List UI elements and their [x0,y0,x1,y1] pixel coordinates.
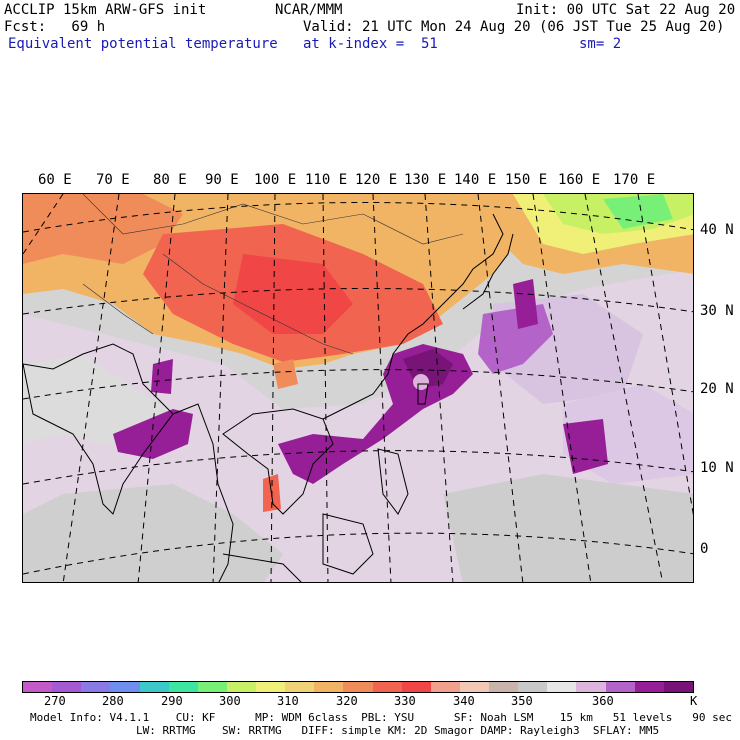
lon-label: 80 E [153,172,187,188]
colorbar-swatch [489,682,519,692]
colorbar-swatch [401,682,431,692]
colorbar-swatch [285,682,315,692]
field-warm-nw [23,194,183,264]
lon-label: 160 E [558,172,601,188]
model-info: Model Info: V4.1.1 CU: KF MP: WDM 6class… [30,711,732,724]
field-se-grey [443,474,693,582]
colorbar-label: 350 [511,694,533,708]
field-south-grey [23,484,283,582]
colorbar-swatch [52,682,82,692]
colorbar-swatch [314,682,344,692]
lon-label: 130 E [404,172,447,188]
colorbar-label: 340 [453,694,475,708]
colorbar-unit: K [690,694,698,708]
lon-label: 70 E [96,172,130,188]
lat-label: 40 N [700,222,734,238]
physics-info: LW: RRTMG SW: RRTMG DIFF: simple KM: 2D … [30,724,660,737]
lon-label: 140 E [454,172,497,188]
colorbar-label: 330 [394,694,416,708]
colorbar-label: 320 [336,694,358,708]
map-field-svg [23,194,693,582]
institution-label: NCAR/MMM [275,2,343,18]
lat-label: 20 N [700,381,734,397]
coastlines [23,213,514,582]
field-india-spot [151,359,173,394]
colorbar-swatch [110,682,140,692]
colorbar-label: 300 [219,694,241,708]
colorbar-swatch [605,682,635,692]
colorbar [22,681,694,693]
colorbar-swatch [518,682,548,692]
colorbar-swatch [372,682,402,692]
forecast-hour: Fcst: 69 h [4,19,106,35]
field-name: Equivalent potential temperature [8,36,278,52]
graticule [23,194,693,582]
map-panel [22,193,694,583]
colorbar-swatch [226,682,256,692]
colorbar-swatch [547,682,577,692]
colorbar-swatch [23,682,53,692]
model-title: ACCLIP 15km ARW-GFS init [4,2,207,18]
lon-label: 100 E [254,172,297,188]
smoothing-label: sm= 2 [579,36,622,52]
colorbar-swatch [168,682,198,692]
lon-label: 120 E [355,172,398,188]
field-wpac-spot-2 [513,279,538,329]
lon-label: 90 E [205,172,239,188]
colorbar-swatch [256,682,286,692]
field-bay-bengal [113,409,193,459]
field-npac-bright [603,194,673,229]
colorbar-label: 280 [102,694,124,708]
colorbar-swatch [197,682,227,692]
colorbar-label: 290 [161,694,183,708]
colorbar-swatch [430,682,460,692]
colorbar-swatch [459,682,489,692]
lat-label: 10 N [700,460,734,476]
colorbar-label: 270 [44,694,66,708]
colorbar-swatch [576,682,606,692]
colorbar-swatch [343,682,373,692]
lat-label: 0 [700,541,709,557]
lon-label: 110 E [305,172,348,188]
lat-label: 30 N [700,303,734,319]
init-time: Init: 00 UTC Sat 22 Aug 20 [516,2,736,18]
valid-time: Valid: 21 UTC Mon 24 Aug 20 (06 JST Tue … [303,19,725,35]
colorbar-swatch [634,682,664,692]
field-warm-spot [273,359,298,389]
colorbar-swatch [81,682,111,692]
colorbar-label: 310 [277,694,299,708]
field-typhoon-eye [413,374,429,390]
colorbar-label: 360 [592,694,614,708]
colorbar-swatch [139,682,169,692]
lon-label: 60 E [38,172,72,188]
lon-label: 170 E [613,172,656,188]
borders [82,194,464,355]
lon-label: 150 E [505,172,548,188]
level-index: at k-index = 51 [303,36,438,52]
colorbar-swatch [663,682,693,692]
